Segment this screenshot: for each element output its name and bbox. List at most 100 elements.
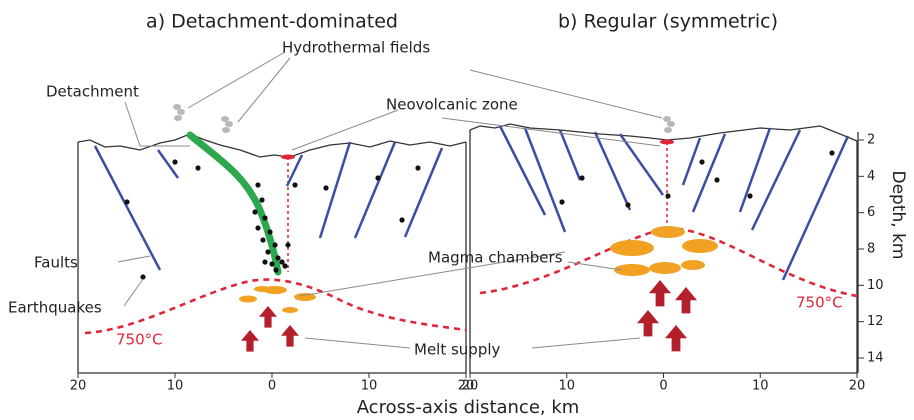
fault <box>783 136 848 280</box>
neovolcanic-zone <box>660 140 674 145</box>
leader-line <box>124 279 143 306</box>
label: Neovolcanic zone <box>386 96 518 114</box>
earthquake <box>262 259 267 264</box>
label: Magma chambers <box>428 249 563 267</box>
earthquake <box>195 165 200 170</box>
earthquake <box>282 263 287 268</box>
melt-arrow <box>665 325 687 351</box>
earthquake <box>399 217 404 222</box>
fault <box>752 130 800 230</box>
label: Detachment <box>46 83 139 101</box>
axis-title: Depth, km <box>888 171 908 260</box>
magma-chamber <box>649 262 681 274</box>
x-tick-label: 10 <box>752 379 769 394</box>
panel-title: b) Regular (symmetric) <box>558 11 778 33</box>
earthquake <box>829 150 834 155</box>
earthquake <box>665 193 670 198</box>
fault <box>683 138 700 185</box>
earthquake <box>259 197 264 202</box>
leader-line <box>118 256 150 262</box>
earthquake <box>255 182 260 187</box>
earthquake <box>747 193 752 198</box>
melt-arrow <box>675 287 697 313</box>
fault <box>595 132 630 210</box>
earthquake <box>124 199 129 204</box>
detachment-fault <box>190 135 278 272</box>
x-tick-label: 10 <box>361 379 378 394</box>
x-tick-label: 20 <box>849 379 866 394</box>
earthquake <box>172 159 177 164</box>
hydrothermal-vent <box>221 116 229 122</box>
hydrothermal-vent <box>664 127 672 133</box>
y-tick-label: 12 <box>867 314 884 329</box>
label: Faults <box>34 254 78 272</box>
melt-arrow <box>637 310 659 336</box>
y-tick-label: 2 <box>867 133 875 148</box>
fault <box>405 148 442 237</box>
seafloor <box>78 134 466 157</box>
earthquake <box>292 182 297 187</box>
y-tick-label: 8 <box>867 242 875 257</box>
magma-chamber <box>254 286 270 292</box>
earthquake <box>267 229 272 234</box>
x-tick-label: 20 <box>462 379 479 394</box>
earthquake <box>559 199 564 204</box>
earthquake <box>714 177 719 182</box>
earthquake <box>273 267 278 272</box>
label: Hydrothermal fields <box>282 39 430 57</box>
melt-arrow <box>259 306 277 328</box>
y-tick-label: 4 <box>867 169 875 184</box>
x-tick-label: 20 <box>70 379 87 394</box>
magma-chamber <box>682 239 718 253</box>
magma-chamber <box>282 307 298 313</box>
panel-title: a) Detachment-dominated <box>146 11 398 33</box>
label: Melt supply <box>414 341 501 359</box>
hydrothermal-vent <box>667 121 675 127</box>
hydrothermal-vent <box>222 127 230 133</box>
hydrothermal-vent <box>173 104 181 110</box>
figure: a) Detachment-dominated b) Regular (symm… <box>0 0 914 420</box>
fault <box>500 126 545 215</box>
fault <box>560 130 580 180</box>
x-tick-label: 0 <box>659 379 667 394</box>
earthquake <box>699 159 704 164</box>
hydrothermal-vent <box>663 116 671 122</box>
label: Earthquakes <box>8 299 102 317</box>
hydrothermal-vent <box>225 121 233 127</box>
x-tick-label: 10 <box>558 379 575 394</box>
magma-chamber <box>681 260 705 270</box>
y-tick-label: 10 <box>867 278 884 293</box>
earthquake <box>255 225 260 230</box>
earthquake <box>415 165 420 170</box>
melt-arrow <box>281 325 299 347</box>
earthquake <box>375 175 380 180</box>
earthquake <box>272 242 277 247</box>
hydrothermal-vent <box>174 115 182 121</box>
isotherm-label: 750°C <box>796 294 843 312</box>
fault <box>287 155 302 186</box>
melt-arrow <box>649 280 671 306</box>
magma-chamber <box>610 240 654 256</box>
earthquake <box>579 175 584 180</box>
earthquake <box>262 215 267 220</box>
x-tick-label: 10 <box>167 379 184 394</box>
earthquake <box>323 185 328 190</box>
isotherm-label: 750°C <box>116 331 163 349</box>
fault <box>95 146 160 270</box>
earthquake <box>265 249 270 254</box>
fault <box>525 128 565 232</box>
earthquake <box>275 255 280 260</box>
earthquake <box>285 242 290 247</box>
fault <box>355 142 395 238</box>
y-tick-label: 6 <box>867 205 875 220</box>
melt-arrow <box>241 330 259 352</box>
neovolcanic-zone <box>281 155 295 160</box>
axis-title: Across-axis distance, km <box>357 397 580 418</box>
earthquake <box>625 202 630 207</box>
earthquake <box>269 261 274 266</box>
hydrothermal-vent <box>177 109 185 115</box>
magma-chamber <box>239 296 257 303</box>
earthquake <box>252 209 257 214</box>
leader-line <box>292 110 660 150</box>
x-tick-label: 0 <box>268 379 276 394</box>
